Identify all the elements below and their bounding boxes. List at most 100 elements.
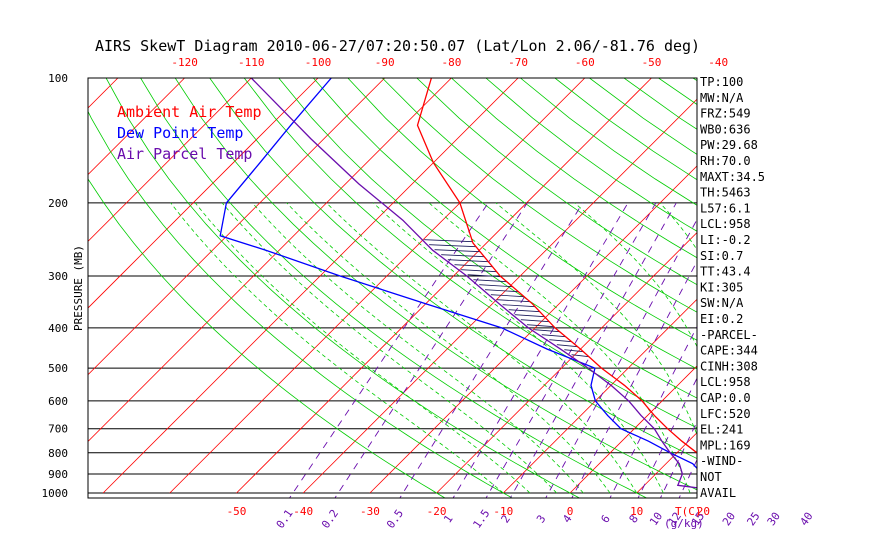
mixing-ratio-label: 3 — [534, 513, 548, 526]
stability-index: LCL:958 — [700, 375, 751, 389]
mixing-ratio-label: 15 — [689, 510, 707, 528]
moist-adiabat-line — [326, 202, 638, 494]
stability-index: FRZ:549 — [700, 107, 751, 121]
parcel-temp-profile — [250, 78, 697, 489]
isotherm-lines — [88, 78, 697, 494]
dry-adiabat-line — [88, 178, 446, 498]
mixing-ratio-line — [609, 325, 697, 498]
mixing-ratio-label: 1 — [441, 513, 455, 526]
mixing-ratio-line — [545, 218, 697, 498]
hatch-line — [534, 329, 560, 333]
legend-entry: Air Parcel Temp — [117, 145, 252, 163]
moist-adiabat-line — [252, 202, 584, 494]
hatch-line — [571, 354, 589, 358]
mixing-ratio-line — [776, 203, 870, 502]
dry-adiabat-line — [416, 78, 697, 286]
hatch-line — [502, 304, 536, 308]
legend-entry: Dew Point Temp — [117, 124, 243, 142]
mixing-ratio-line — [809, 203, 870, 502]
stability-index: NOT — [700, 470, 722, 484]
pressure-tick-label: 500 — [48, 362, 68, 375]
isotherm-line — [88, 78, 185, 176]
mixing-ratio-line — [289, 202, 489, 498]
ambient-temp-profile — [416, 78, 697, 454]
isotherm-line — [88, 78, 385, 376]
bottom-temperature-tick: 20 — [697, 505, 710, 518]
chart-title: AIRS SkewT Diagram 2010-06-27/07:20:50.0… — [95, 37, 700, 55]
mixing-ratio-line — [571, 260, 697, 498]
cape-hatched-area — [424, 239, 589, 358]
dry-adiabat-line — [831, 78, 870, 502]
mixing-ratio-label: 12 — [666, 510, 684, 528]
top-temperature-tick: -120 — [171, 56, 198, 69]
hatch-line — [549, 339, 572, 343]
mixing-ratio-label: 20 — [720, 510, 738, 528]
hatch-line — [564, 349, 584, 353]
hatch-line — [485, 289, 519, 293]
hatch-line — [556, 344, 578, 348]
dry-adiabat-line — [174, 78, 697, 491]
dry-adiabat-lines — [88, 78, 870, 502]
dry-adiabat-line — [347, 78, 697, 341]
stability-index: SW:N/A — [700, 296, 744, 310]
moist-adiabat-line — [806, 203, 824, 493]
hatch-line — [461, 269, 497, 273]
stability-index: RH:70.0 — [700, 154, 751, 168]
pressure-tick-label: 700 — [48, 423, 68, 436]
stability-index: CAP:0.0 — [700, 391, 751, 405]
mixing-ratio-label: 30 — [765, 510, 783, 528]
mixing-ratio-label: 1.5 — [470, 507, 492, 531]
moist-adiabat-line — [286, 202, 611, 494]
top-temperature-tick: -60 — [575, 56, 595, 69]
plot-area — [88, 78, 870, 502]
sounding-profiles — [219, 78, 697, 489]
bottom-temperature-tick: -10 — [493, 505, 513, 518]
stability-index: CAPE:344 — [700, 344, 758, 358]
dry-adiabat-line — [278, 78, 697, 399]
stability-index: L57:6.1 — [700, 201, 751, 215]
stability-index: CINH:308 — [700, 359, 758, 373]
dry-adiabat-line — [866, 78, 870, 502]
legend: Ambient Air Temp Dew Point Temp Air Parcel… — [117, 103, 262, 163]
temperature-unit-label: T(C) — [675, 505, 702, 518]
dry-adiabat-line — [88, 110, 514, 498]
hatch-line — [526, 324, 554, 328]
stability-index: -PARCEL- — [700, 328, 758, 342]
hatch-line — [467, 274, 502, 278]
top-temperature-tick: -50 — [642, 56, 662, 69]
mixing-ratio-line — [756, 203, 870, 502]
isotherm-line — [102, 78, 519, 494]
top-temperature-ticks: -120 -110 -100 -90 -80 -70 -60 -50 -40 — [171, 56, 728, 69]
stability-index: LI:-0.2 — [700, 233, 751, 247]
dew-point-profile — [219, 78, 697, 470]
dry-adiabat-line — [762, 78, 870, 502]
hatch-line — [424, 239, 473, 243]
dry-adiabat-line — [313, 78, 697, 370]
dry-adiabat-line — [209, 78, 697, 459]
top-temperature-tick: -90 — [375, 56, 395, 69]
mixing-ratio-lines — [289, 202, 870, 502]
stability-index: EL:241 — [700, 423, 743, 437]
isotherm-line — [436, 232, 697, 494]
hatch-line — [508, 309, 540, 313]
pressure-tick-label: 300 — [48, 270, 68, 283]
moist-adiabat-line — [373, 202, 664, 494]
pressure-tick-label: 900 — [48, 468, 68, 481]
isotherm-line — [569, 365, 697, 494]
moist-adiabat-line — [194, 202, 531, 494]
mixing-ratio-line — [509, 202, 677, 498]
bottom-temperature-tick: 10 — [630, 505, 643, 518]
isotherm-line — [88, 78, 252, 242]
stability-index: PW:29.68 — [700, 138, 758, 152]
bottom-temperature-tick: -50 — [227, 505, 247, 518]
mixing-ratio-label: 0.2 — [319, 507, 341, 531]
mixing-ratio-labels: 0.1 0.2 0.5 1 1.5 2 3 4 6 8 10 12 15 20 25 30 40 — [274, 507, 816, 531]
stability-index: TP:100 — [700, 75, 743, 89]
hatch-line — [473, 279, 507, 283]
y-axis-label: PRESSURE (MB) — [72, 245, 85, 331]
bottom-temperature-tick: -40 — [293, 505, 313, 518]
mixing-ratio-unit-label: (g/kg) — [664, 517, 704, 530]
top-temperature-tick: -80 — [441, 56, 461, 69]
isotherm-line — [369, 165, 697, 494]
